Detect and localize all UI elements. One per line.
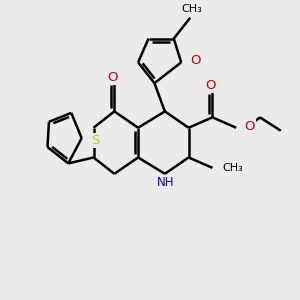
Text: S: S xyxy=(91,134,100,147)
Text: O: O xyxy=(108,71,118,84)
Text: O: O xyxy=(206,79,216,92)
Text: O: O xyxy=(244,120,255,133)
Text: CH₃: CH₃ xyxy=(181,4,202,14)
Text: O: O xyxy=(190,54,201,68)
Text: NH: NH xyxy=(157,176,174,189)
Text: CH₃: CH₃ xyxy=(223,163,244,173)
